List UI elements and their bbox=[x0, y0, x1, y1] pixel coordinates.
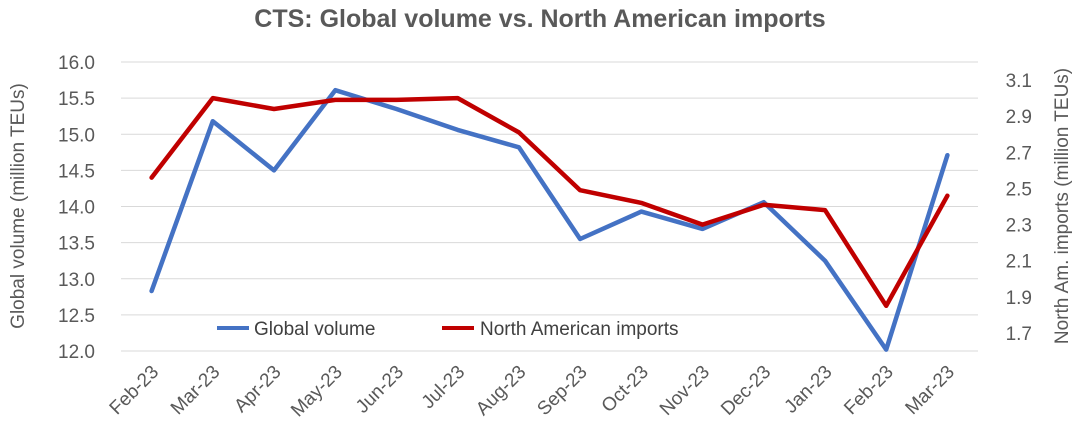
left-tick-label: 14.0 bbox=[58, 198, 95, 219]
legend-label-north-american-imports: North American imports bbox=[480, 319, 679, 340]
x-tick-label: May-23 bbox=[287, 362, 347, 422]
left-tick-label: 13.5 bbox=[58, 234, 95, 255]
left-tick-label: 14.5 bbox=[58, 161, 95, 182]
legend-label-global-volume: Global volume bbox=[254, 319, 375, 340]
right-tick-label: 2.9 bbox=[1006, 107, 1032, 128]
right-tick-label: 2.7 bbox=[1006, 143, 1032, 164]
x-tick-label: Nov-23 bbox=[656, 362, 714, 420]
x-tick-label: Jun-23 bbox=[352, 362, 408, 418]
x-tick-label: Mar-23 bbox=[902, 362, 959, 419]
left-tick-label: 13.0 bbox=[58, 270, 95, 291]
x-tick-label: Sep-23 bbox=[533, 362, 591, 420]
left-axis-title: Global volume (million TEUs) bbox=[8, 83, 29, 329]
left-tick-label: 12.5 bbox=[58, 306, 95, 327]
x-tick-label: Mar-23 bbox=[167, 362, 224, 419]
right-tick-label: 1.9 bbox=[1006, 288, 1032, 309]
left-tick-label: 15.0 bbox=[58, 125, 95, 146]
legend: Global volume North American imports bbox=[217, 319, 679, 340]
x-tick-label: Apr-23 bbox=[230, 362, 285, 417]
right-axis-ticks: 1.7 1.9 2.1 2.3 2.5 2.7 2.9 3.1 bbox=[1006, 71, 1032, 345]
right-tick-label: 1.7 bbox=[1006, 324, 1032, 345]
left-tick-label: 16.0 bbox=[58, 53, 95, 74]
x-tick-label: Jul-23 bbox=[418, 362, 469, 413]
x-tick-label: Feb-23 bbox=[840, 362, 897, 419]
series-line-north-american-imports bbox=[149, 95, 950, 309]
right-tick-label: 2.1 bbox=[1006, 252, 1032, 273]
series-line-global-volume bbox=[149, 87, 950, 352]
left-axis-ticks: 12.0 12.5 13.0 13.5 14.0 14.5 15.0 15.5 16.0 bbox=[58, 53, 95, 363]
right-tick-label: 2.5 bbox=[1006, 179, 1032, 200]
right-tick-label: 3.1 bbox=[1006, 71, 1032, 92]
x-tick-label: Dec-23 bbox=[717, 362, 775, 420]
x-tick-label: Aug-23 bbox=[472, 362, 530, 420]
right-axis-title: North Am. imports (million TEUs) bbox=[1052, 68, 1073, 344]
x-tick-label: Oct-23 bbox=[598, 362, 653, 417]
left-tick-label: 15.5 bbox=[58, 89, 95, 110]
gridlines bbox=[121, 61, 978, 352]
x-tick-label: Feb-23 bbox=[106, 362, 163, 419]
chart-title: CTS: Global volume vs. North American im… bbox=[254, 5, 825, 33]
x-axis-ticks: Feb-23 Mar-23 Apr-23 May-23 Jun-23 Jul-23 Aug-… bbox=[106, 362, 959, 422]
left-tick-label: 12.0 bbox=[58, 342, 95, 363]
right-tick-label: 2.3 bbox=[1006, 216, 1032, 237]
series-lines bbox=[149, 87, 950, 352]
x-tick-label: Jan-23 bbox=[781, 362, 837, 418]
